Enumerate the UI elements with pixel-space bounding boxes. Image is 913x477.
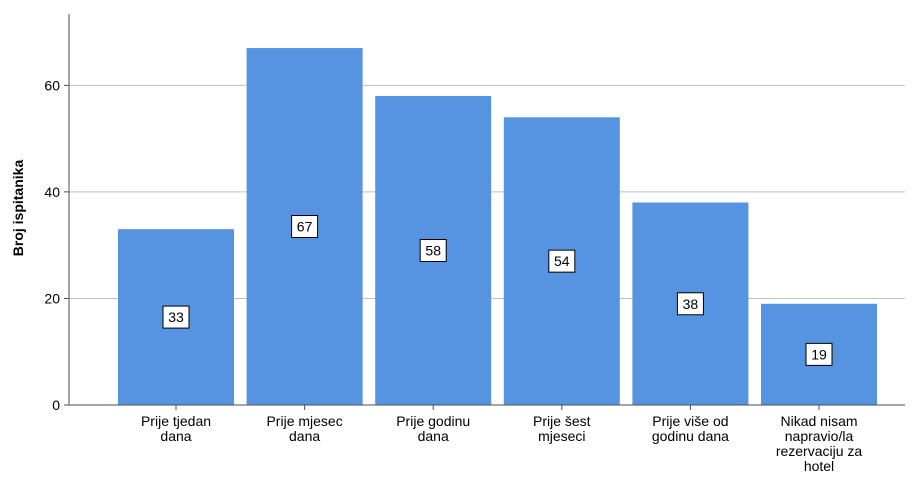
y-tick-label: 60 — [44, 77, 60, 93]
data-label-box — [291, 215, 319, 239]
data-label: 33 — [168, 309, 184, 325]
y-tick-label: 0 — [52, 397, 60, 413]
x-tick-label-line: napravio/la — [785, 428, 854, 444]
x-tick-label-line: dana — [418, 428, 449, 444]
bars — [118, 48, 877, 406]
data-labels: 33 67 58 54 38 19 — [162, 215, 833, 366]
data-label: 19 — [811, 346, 827, 362]
y-tick-label: 40 — [44, 184, 60, 200]
x-tick-label-line: Prije šest — [533, 413, 591, 429]
data-label-box — [676, 292, 704, 316]
x-tick-label: Prije šest mjeseci — [533, 413, 591, 444]
x-tick-label: Prije godinu dana — [396, 413, 470, 444]
x-tick-label: Prije mjesec dana — [266, 413, 342, 444]
x-tick-label-line: rezervaciju za — [776, 443, 863, 459]
data-label-box — [805, 342, 833, 366]
x-tick-label: Prije više od godinu dana — [652, 413, 729, 444]
y-tick-label: 20 — [44, 290, 60, 306]
data-label: 58 — [425, 242, 441, 258]
data-label: 38 — [683, 296, 699, 312]
y-axis-ticks: 0 20 40 60 — [44, 77, 69, 413]
x-tick-label: Nikad nisam napravio/la rezervaciju za hote… — [776, 413, 863, 474]
y-axis-title: Broj ispitanika — [10, 160, 26, 257]
data-label: 67 — [297, 219, 313, 235]
x-tick-label-line: godinu dana — [652, 428, 729, 444]
x-tick-label-line: dana — [160, 428, 191, 444]
x-tick-label-line: dana — [289, 428, 320, 444]
data-label-box — [419, 238, 447, 262]
x-tick-label: Prije tjedan dana — [141, 413, 211, 444]
x-tick-label-line: Prije tjedan — [141, 413, 211, 429]
data-label: 54 — [554, 253, 570, 269]
data-label-box — [548, 249, 576, 273]
x-tick-label-line: Prije mjesec — [266, 413, 342, 429]
x-tick-label-line: hotel — [804, 458, 834, 474]
x-tick-label-line: Prije više od — [652, 413, 728, 429]
x-tick-label-line: mjeseci — [538, 428, 585, 444]
data-label-box — [162, 305, 190, 329]
x-tick-label-line: Prije godinu — [396, 413, 470, 429]
axes — [68, 14, 905, 410]
x-tick-label-line: Nikad nisam — [780, 413, 857, 429]
